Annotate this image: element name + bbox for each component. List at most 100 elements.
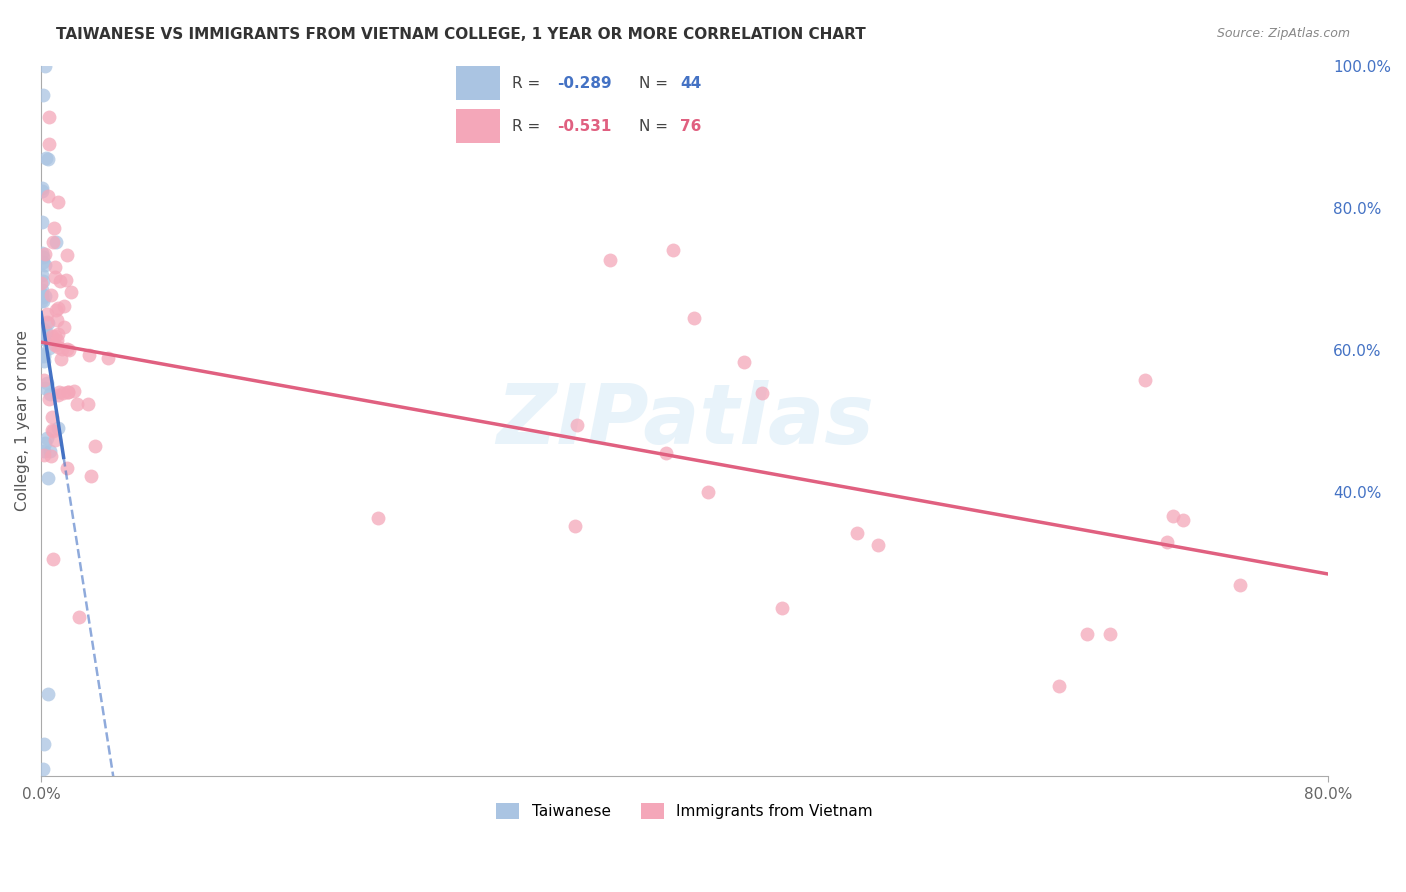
Point [751, 385, 773, 400]
Point [32, 737, 55, 751]
Point [77, 397, 100, 411]
Point [34, 247, 56, 261]
Point [38, 136, 60, 151]
Text: TAIWANESE VS IMMIGRANTS FROM VIETNAM COLLEGE, 1 YEAR OR MORE CORRELATION CHART: TAIWANESE VS IMMIGRANTS FROM VIETNAM COL… [56, 27, 866, 42]
Point [32, 274, 55, 288]
Point [55, 461, 77, 475]
Point [56, 248, 79, 262]
Point [46, 326, 69, 341]
Point [1171, 513, 1194, 527]
Point [367, 511, 389, 525]
Point [37, 316, 59, 330]
Text: N =: N = [640, 119, 668, 134]
Point [34, 444, 56, 458]
Point [38, 392, 60, 407]
Point [34, 373, 56, 387]
Point [31, 181, 53, 195]
Point [1156, 534, 1178, 549]
Bar [456, 66, 501, 100]
Point [1135, 373, 1157, 387]
Point [37, 471, 59, 485]
Point [46, 313, 69, 327]
Point [868, 538, 890, 552]
Point [44, 433, 66, 447]
Point [37, 189, 59, 203]
Point [34, 332, 56, 346]
Point [31, 762, 53, 776]
Point [845, 525, 868, 540]
Point [52, 320, 75, 334]
Point [44, 329, 66, 343]
Point [32, 328, 55, 343]
Point [37, 687, 59, 701]
Point [35, 376, 58, 390]
Point [34, 59, 56, 73]
Text: -0.289: -0.289 [557, 76, 612, 91]
Point [655, 446, 678, 460]
Point [34, 382, 56, 396]
Point [80, 469, 103, 483]
Legend: Taiwanese, Immigrants from Vietnam: Taiwanese, Immigrants from Vietnam [491, 797, 879, 825]
Point [30, 286, 52, 301]
Point [62, 384, 84, 398]
Point [31, 184, 53, 198]
Point [44, 270, 66, 285]
Point [34, 435, 56, 450]
Point [44, 260, 66, 275]
Point [1076, 627, 1098, 641]
Point [32, 322, 55, 336]
Point [697, 485, 720, 500]
Text: N =: N = [640, 76, 668, 91]
Point [31, 255, 53, 269]
Point [31, 293, 53, 308]
Point [35, 307, 58, 321]
Point [31, 268, 53, 282]
Point [41, 409, 63, 424]
Point [567, 417, 589, 432]
Point [1161, 509, 1184, 524]
Point [38, 110, 60, 124]
Text: 76: 76 [681, 119, 702, 134]
Point [34, 258, 56, 272]
Point [65, 397, 87, 411]
Point [31, 287, 53, 301]
Text: R =: R = [512, 76, 541, 91]
Point [44, 338, 66, 352]
Point [55, 342, 77, 356]
Point [35, 325, 58, 339]
Point [46, 301, 69, 316]
Point [46, 340, 69, 354]
Point [32, 353, 55, 368]
Point [48, 421, 70, 435]
Point [45, 235, 67, 250]
Text: Source: ZipAtlas.com: Source: ZipAtlas.com [1216, 27, 1350, 40]
Point [58, 343, 80, 358]
Point [564, 519, 586, 533]
Point [56, 384, 79, 399]
Point [41, 329, 63, 343]
Point [38, 341, 60, 355]
Point [31, 245, 53, 260]
Point [30, 276, 52, 290]
Y-axis label: College, 1 year or more: College, 1 year or more [15, 330, 30, 511]
Point [41, 288, 63, 302]
Point [31, 331, 53, 345]
Point [42, 551, 65, 566]
Point [37, 152, 59, 166]
Point [77, 348, 100, 362]
Point [1047, 679, 1070, 693]
Point [662, 243, 685, 257]
Point [30, 349, 52, 363]
Point [52, 385, 75, 400]
Point [31, 346, 53, 360]
Point [97, 351, 120, 365]
Point [67, 610, 90, 624]
Point [45, 302, 67, 317]
Point [682, 310, 704, 325]
Point [38, 443, 60, 458]
Point [599, 252, 621, 267]
Point [44, 221, 66, 235]
Text: 44: 44 [681, 76, 702, 91]
Point [30, 294, 52, 309]
Point [32, 448, 55, 462]
